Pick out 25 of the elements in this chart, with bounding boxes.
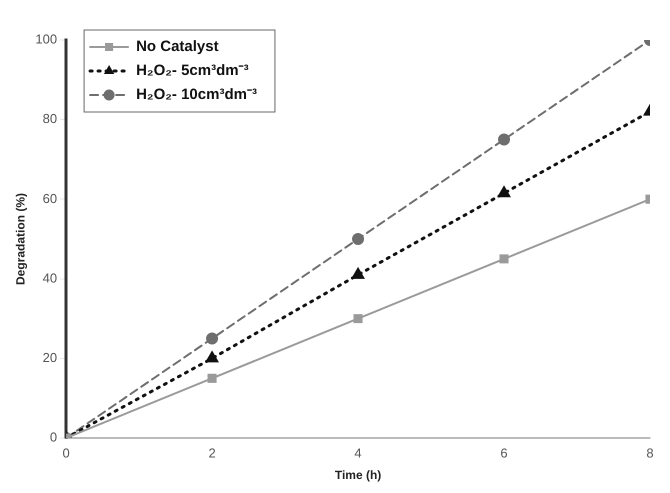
legend-label: No Catalyst [136, 38, 219, 56]
y-axis-title: Degradation (%) [14, 192, 28, 286]
point [498, 134, 510, 146]
x-tick-label: 8 [646, 445, 654, 460]
y-tick-label: 100 [35, 32, 58, 47]
x-tick-label: 4 [354, 445, 362, 460]
y-tick-label: 40 [42, 270, 58, 286]
point [206, 352, 218, 362]
point [354, 314, 363, 324]
point [208, 374, 217, 383]
point [352, 233, 364, 245]
legend-label: H₂O₂- 10cm³dm⁻³ [136, 86, 257, 104]
y-tick-label: 20 [42, 350, 58, 365]
x-tick-label: 0 [62, 445, 70, 460]
point [206, 332, 218, 344]
legend-label: H₂O₂- 5cm³dm⁻³ [136, 62, 249, 80]
x-axis-title: Time (h) [334, 468, 382, 482]
point [352, 268, 364, 279]
x-tick-label: 2 [208, 445, 216, 460]
y-tick-label: 80 [42, 111, 58, 126]
x-tick-label: 6 [500, 445, 508, 460]
point [499, 254, 509, 264]
point [498, 186, 510, 198]
y-tick-label: 0 [50, 430, 58, 445]
y-tick-label: 60 [42, 190, 58, 206]
